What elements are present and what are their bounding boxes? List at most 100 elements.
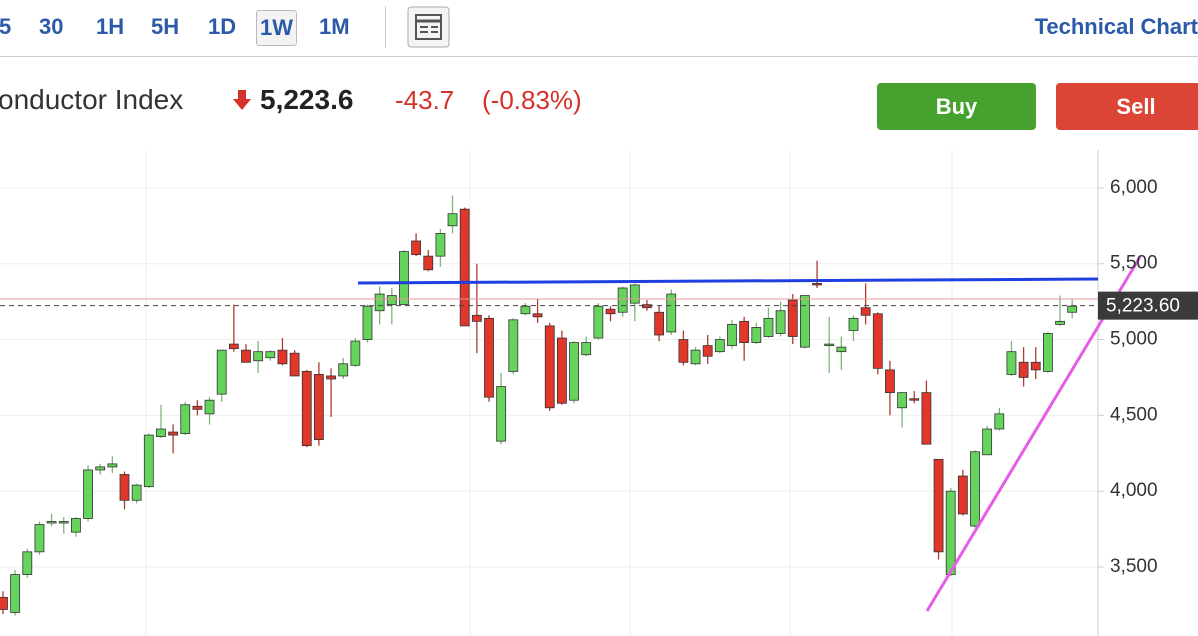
candle-body [666,293,677,333]
candle-body [933,458,944,553]
candle-body [581,342,592,356]
candle-body [642,304,652,309]
candle-body [702,345,713,357]
candle-body [83,469,93,519]
candle-body [617,287,628,313]
candle-body [1030,361,1041,371]
down-arrow [233,90,251,110]
candle-body [131,484,142,501]
candle-body [10,574,21,613]
y-tick-label: 5,000 [1110,329,1158,350]
candle-body [338,363,349,377]
candle-body [605,308,616,315]
candle-body [569,342,579,401]
candle-body [374,293,385,312]
instrument-name: onductor Index [0,84,184,115]
candle-body [520,305,531,315]
technical-chart-link[interactable]: Technical Chart [1034,14,1198,39]
candle-body [812,283,822,286]
candle-body [423,255,434,271]
y-tick-label: 3,500 [1110,556,1158,577]
candle-body [399,251,409,306]
interval-button[interactable]: 1W [256,10,297,46]
y-tick-label: 5,500 [1110,253,1158,274]
candle-body [970,451,980,527]
candle-body [350,340,361,366]
candle-body [228,343,239,350]
candle-body [435,233,446,257]
candle-body [872,313,883,369]
candle-body [0,596,8,610]
candle-body [885,369,895,394]
candle-body [326,375,336,380]
candle-body [836,346,847,353]
candle-body [447,213,458,227]
divider [0,56,1198,57]
candle-body [253,351,264,362]
candle-body [180,404,191,434]
candle-body [192,405,203,410]
interval-button[interactable]: 1M [319,14,350,39]
y-tick-label: 4,000 [1110,480,1158,501]
candle-body [982,428,993,456]
candle-body [471,314,482,322]
candle-body [678,339,689,363]
candle-body [386,295,397,306]
candle-body [277,349,288,365]
candle-body [714,339,725,353]
candle-body [897,392,907,409]
candle-body [593,305,604,339]
layout-icon[interactable] [407,6,450,48]
candle-body [107,463,118,468]
candle-body [34,524,45,553]
candle-body [751,327,762,343]
candle-body [265,351,276,359]
change-percent: (-0.83%) [482,85,582,115]
last-price-box [1098,291,1198,320]
candle-body [22,551,33,575]
change: -43.7 [395,85,455,115]
candle-body [727,323,737,347]
candle-body [241,349,251,363]
candle-body [775,310,786,334]
sell-button[interactable]: Sell [1056,83,1198,130]
candle-body [763,317,774,337]
candle-body [848,317,859,331]
candle-body [800,295,810,348]
candle-body [860,307,871,316]
candle-body [1067,305,1078,313]
candle-body [654,311,664,336]
candle-body [824,343,835,347]
interval-button[interactable]: 5H [151,14,180,39]
interval-button[interactable]: 30 [39,14,64,39]
candle-body [496,386,507,442]
candle-body [119,474,130,501]
candle-body [629,284,640,304]
buy-button[interactable]: Buy [877,83,1036,130]
candle-body [1055,320,1065,325]
candle-body [994,413,1005,430]
candle-body [557,337,567,404]
y-tick-label: 4,500 [1110,404,1158,425]
candle-body [957,475,968,515]
candle-body [156,428,166,437]
candle-body [143,434,154,488]
candle-body [532,313,543,318]
candle-body [945,490,956,575]
interval-button[interactable]: 1D [208,14,237,39]
interval-button[interactable]: 5 [0,14,12,39]
candle-body [71,518,81,533]
candle-body [289,352,300,377]
candle-body [216,349,227,395]
interval-button[interactable]: 1H [96,14,125,39]
candle-body [362,305,373,340]
candle-body [508,319,519,372]
candle-body [690,349,701,365]
candle-body [1043,333,1053,372]
candle-body [459,208,470,327]
candle-body [168,431,179,436]
chart: 3,500 4,000 4,500 5,000 5,500 6,000 5,223.60 [0,150,1198,636]
price: 5,223.6 [260,84,354,115]
candle-body [1006,351,1017,375]
